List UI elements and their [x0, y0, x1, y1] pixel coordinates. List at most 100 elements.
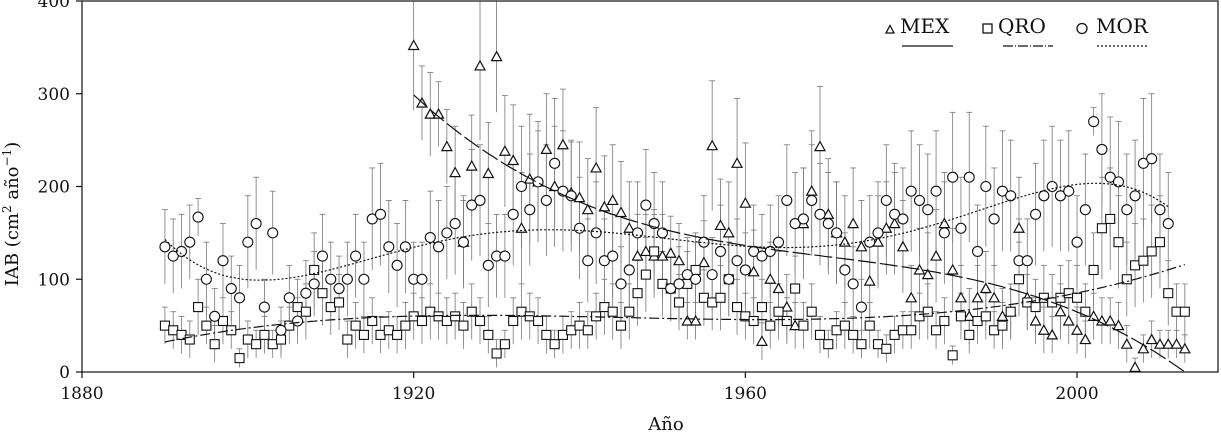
point-mex: [905, 291, 918, 303]
point-qro: [582, 325, 593, 336]
point-mor: [590, 227, 602, 239]
point-qro: [201, 320, 212, 331]
point-qro: [549, 339, 560, 350]
point-qro: [906, 325, 917, 336]
point-qro: [939, 315, 950, 327]
axis-ticks-layer: 1880 1920 1960 2000 0 100 200 300 400: [38, 0, 1099, 404]
point-mor: [341, 273, 353, 285]
point-mor: [433, 241, 445, 253]
point-mex: [681, 314, 694, 326]
point-qro: [748, 315, 759, 327]
point-mor: [184, 236, 196, 248]
point-qro: [574, 320, 585, 331]
point-mor: [350, 250, 362, 262]
point-mex: [996, 310, 1009, 321]
point-qro: [292, 302, 303, 313]
legend-triangle-icon: [884, 24, 896, 34]
point-qro: [1121, 274, 1132, 285]
point-mor: [573, 222, 586, 234]
point-mor: [889, 208, 901, 220]
y-axis-title: IAB (cm2 año−1): [0, 142, 23, 287]
point-mor: [607, 250, 619, 262]
point-mor: [1146, 153, 1158, 165]
point-mor: [275, 324, 287, 336]
point-mor: [532, 176, 544, 188]
point-mex: [896, 240, 909, 252]
point-mex: [739, 196, 752, 208]
y-tick-label-400: 400: [38, 0, 70, 12]
point-qro: [184, 334, 195, 345]
point-mor: [482, 259, 494, 271]
point-mex: [440, 140, 453, 152]
point-qro: [441, 315, 452, 327]
point-mex: [623, 222, 636, 233]
point-mor: [175, 245, 188, 257]
point-mor: [971, 245, 984, 257]
point-mex: [1037, 324, 1050, 335]
point-mor: [374, 208, 387, 220]
point-mex: [1079, 333, 1092, 345]
point-mor: [1079, 204, 1091, 216]
point-mex: [498, 145, 511, 156]
point-mor: [499, 250, 511, 262]
point-qro: [914, 311, 925, 322]
point-qro: [1096, 223, 1107, 234]
point-mor: [449, 218, 461, 230]
point-mex: [1112, 319, 1125, 331]
point-mor: [955, 222, 967, 234]
point-qro: [1113, 237, 1124, 248]
point-mor: [159, 241, 171, 253]
x-tick-label-1920: 1920: [392, 384, 435, 404]
point-mor: [582, 255, 594, 267]
point-qro: [831, 325, 842, 336]
point-qro: [1105, 213, 1116, 225]
point-mor: [507, 208, 519, 220]
y-tick-label-100: 100: [38, 270, 70, 290]
point-mex: [673, 254, 686, 266]
point-qro: [425, 306, 436, 317]
point-qro: [491, 348, 502, 359]
point-qro: [342, 334, 353, 345]
point-mex: [473, 59, 487, 71]
point-mor: [598, 255, 610, 267]
point-qro: [416, 315, 428, 327]
point-mor: [333, 282, 345, 295]
point-mor: [1162, 218, 1174, 230]
point-mex: [507, 154, 520, 166]
point-mor: [847, 278, 859, 290]
point-qro: [856, 339, 867, 350]
point-qro: [989, 325, 1000, 336]
point-mor: [383, 241, 395, 253]
point-mex: [838, 235, 851, 247]
point-mor: [623, 264, 635, 276]
point-qro: [1071, 292, 1083, 303]
point-mex: [971, 291, 984, 303]
point-mor: [690, 273, 702, 285]
point-mex: [847, 217, 860, 229]
point-mex: [631, 249, 644, 261]
point-mor: [615, 278, 627, 290]
point-mor: [217, 255, 229, 267]
point-mex: [930, 249, 943, 261]
point-mor: [772, 236, 785, 248]
point-mor: [424, 231, 436, 244]
point-qro: [466, 306, 477, 317]
point-qro: [790, 283, 801, 294]
point-qro: [193, 302, 204, 313]
point-qro: [806, 306, 817, 317]
point-mor: [764, 245, 776, 257]
point-mex: [1029, 314, 1042, 326]
point-qro: [848, 329, 859, 340]
point-qro: [566, 325, 577, 336]
point-mex: [1095, 314, 1108, 326]
point-qro: [242, 334, 253, 345]
legend-item-qro: QRO: [982, 14, 1053, 47]
trend-line-qro: [164, 263, 1185, 343]
point-qro: [325, 302, 336, 313]
point-mor: [922, 204, 934, 216]
point-qro: [1080, 306, 1091, 317]
point-mex: [1129, 361, 1142, 372]
point-mor: [797, 213, 809, 225]
point-mor: [839, 264, 851, 276]
